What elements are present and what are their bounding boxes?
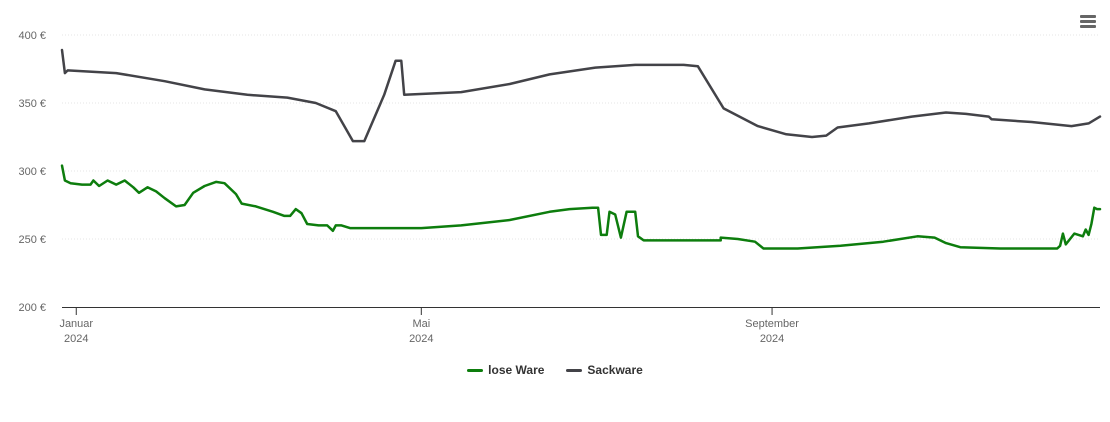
legend-label: lose Ware — [488, 363, 545, 377]
legend-swatch — [467, 368, 484, 372]
line-chart: 200 € 250 € 300 € 350 € 400 € Januar 2024 Mai 2… — [18, 30, 1102, 345]
y-tick-label: 200 € — [18, 302, 46, 314]
y-tick-label: 400 € — [18, 30, 46, 42]
x-tick-label: September 2024 — [745, 318, 799, 345]
legend-item[interactable]: Sackware — [566, 363, 643, 377]
y-tick-label: 350 € — [18, 98, 46, 110]
x-tick-label: Mai 2024 — [409, 318, 433, 345]
grid — [62, 34, 1100, 240]
x-tick-label: Januar 2024 — [59, 318, 93, 345]
legend-item[interactable]: lose Ware — [467, 363, 544, 377]
x-axis: Januar 2024 Mai 2024 September 2024 — [59, 307, 1100, 345]
series-lines — [60, 48, 1102, 250]
chart-menu-icon[interactable] — [1077, 12, 1099, 32]
y-tick-label: 250 € — [18, 234, 46, 246]
series-line-sackware[interactable] — [60, 48, 1102, 143]
legend-swatch — [566, 368, 583, 372]
legend: lose Ware Sackware — [0, 363, 1110, 377]
y-tick-label: 300 € — [18, 166, 46, 178]
series-line-lose-ware[interactable] — [60, 164, 1102, 250]
legend-label: Sackware — [587, 363, 643, 377]
y-axis-labels: 200 € 250 € 300 € 350 € 400 € — [18, 30, 46, 314]
